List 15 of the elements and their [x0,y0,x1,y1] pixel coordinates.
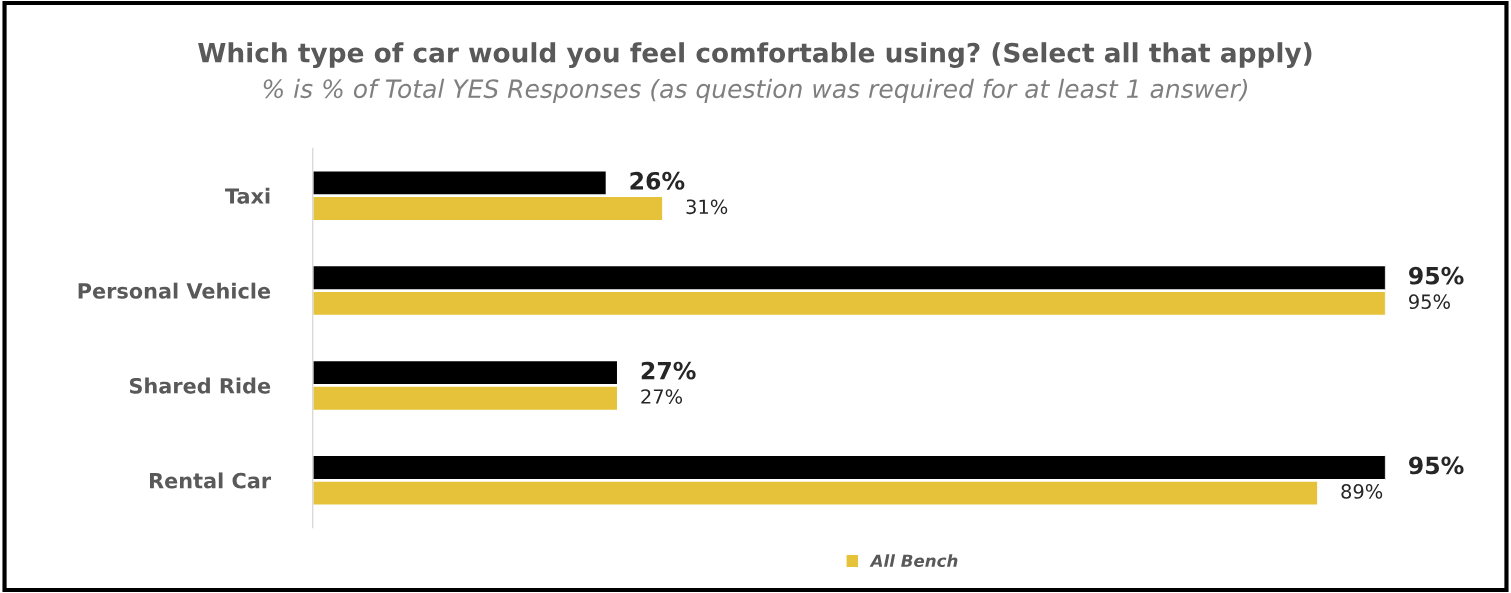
y-tick-label: Personal Vehicle [78,282,271,299]
data-label: 26% [630,171,685,190]
y-tick-label: Rental Car [149,472,272,489]
y-tick-label: Taxi [225,187,270,204]
chart-subtitle: % is % of Total YES Responses (as question was required for at least 1 answer) [263,78,1248,104]
data-label: 95% [1409,266,1464,285]
data-label: 95% [1409,456,1464,475]
data-label: 95% [1409,294,1450,310]
legend-label: All Bench [869,554,958,568]
chart-title: Which type of car would you feel comfortable using? (Select all that apply) [198,42,1312,68]
data-label: 89% [1341,484,1383,499]
data-label: 27% [641,389,683,404]
data-label: 31% [686,199,728,215]
y-tick-label: Shared Ride [129,377,271,394]
data-label: 27% [641,361,696,380]
